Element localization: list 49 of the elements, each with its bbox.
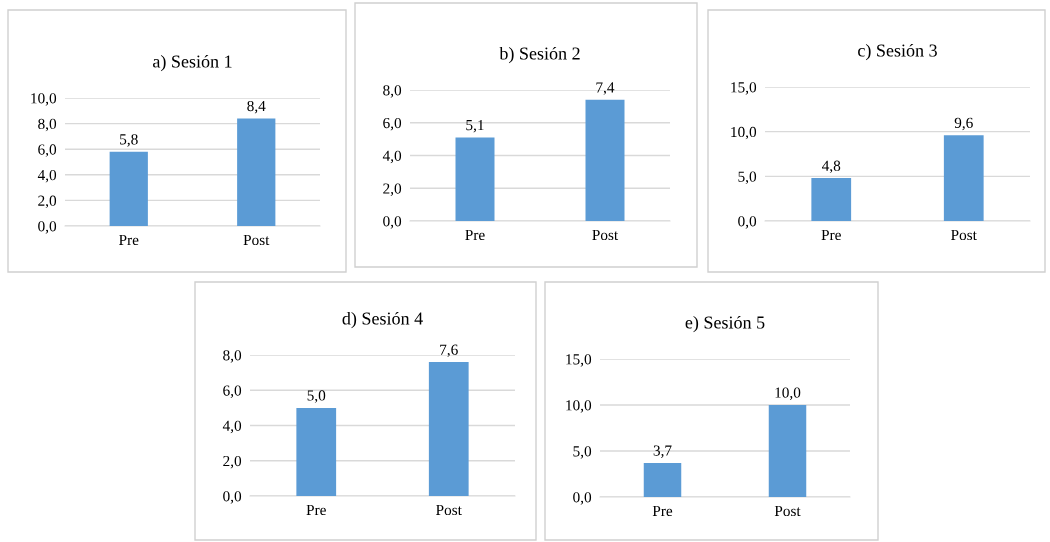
y-tick-label: 10,0	[731, 126, 757, 140]
x-tick-label: Pre	[465, 229, 485, 241]
y-tick-label: 0,0	[38, 221, 57, 234]
x-tick-label: Post	[951, 229, 977, 241]
y-tick-label: 5,0	[573, 446, 592, 459]
data-label: 5,1	[466, 119, 484, 133]
data-label: 7,4	[596, 82, 615, 95]
y-tick-label: 15,0	[731, 82, 757, 95]
x-tick-label: Pre	[306, 504, 326, 516]
x-tick-label: Post	[436, 504, 462, 516]
y-tick-label: 0,0	[573, 492, 592, 505]
data-label: 4,8	[822, 160, 841, 174]
chart-title: d) Sesión 4	[342, 311, 423, 329]
y-tick-label: 0,0	[223, 491, 242, 504]
y-tick-label: 6,0	[383, 117, 402, 131]
data-label: 9,6	[954, 117, 973, 131]
data-label: 8,4	[247, 100, 266, 114]
data-label: 10,0	[775, 387, 801, 400]
x-tick-label: Pre	[652, 505, 673, 517]
chart-title: c) Sesión 3	[858, 43, 937, 61]
y-tick-label: 8,0	[38, 118, 57, 132]
x-tick-label: Post	[592, 229, 619, 241]
chart-title: e) Sesión 5	[685, 315, 765, 333]
y-tick-label: 2,0	[383, 183, 402, 196]
x-tick-label: Post	[774, 505, 801, 517]
y-tick-label: 10,0	[31, 93, 57, 106]
y-tick-label: 8,0	[383, 85, 402, 98]
x-tick-label: Post	[243, 234, 270, 246]
data-label: 3,7	[653, 445, 672, 458]
x-tick-label: Pre	[821, 229, 841, 241]
y-tick-label: 5,0	[738, 171, 757, 184]
data-label: 5,0	[307, 390, 326, 403]
y-tick-label: 0,0	[383, 216, 402, 229]
y-tick-label: 0,0	[738, 216, 757, 229]
data-label: 7,6	[440, 344, 458, 357]
y-tick-label: 8,0	[223, 350, 242, 363]
y-tick-label: 15,0	[566, 354, 592, 367]
chart-title: a) Sesión 1	[153, 54, 232, 72]
chart-title: b) Sesión 2	[499, 46, 580, 64]
y-tick-label: 2,0	[223, 455, 242, 469]
y-tick-label: 4,0	[382, 150, 402, 164]
y-tick-label: 4,0	[37, 169, 57, 183]
data-label: 5,8	[120, 134, 138, 147]
y-tick-label: 4,0	[222, 420, 242, 434]
y-tick-label: 6,0	[38, 144, 57, 157]
y-tick-label: 6,0	[223, 385, 242, 398]
y-tick-label: 2,0	[38, 195, 57, 209]
x-tick-label: Pre	[119, 234, 139, 246]
y-tick-label: 10,0	[566, 400, 592, 413]
